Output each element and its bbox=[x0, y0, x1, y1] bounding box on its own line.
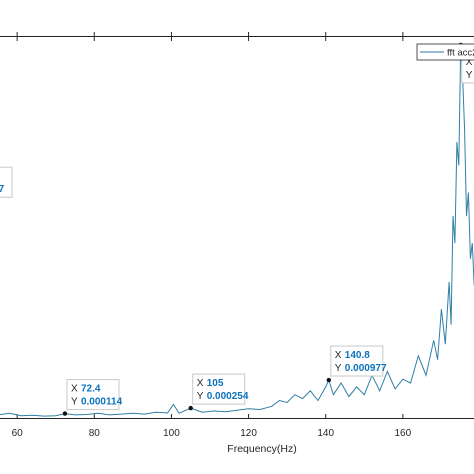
datatip-marker bbox=[188, 405, 193, 411]
x-tick-label: 160 bbox=[395, 428, 412, 439]
datatip-marker bbox=[326, 377, 331, 383]
x-tick-label: 100 bbox=[163, 428, 180, 439]
datatip-box bbox=[66, 379, 120, 411]
datatip-y-key: Y bbox=[466, 70, 473, 81]
datatip-box bbox=[461, 52, 474, 84]
x-ticks: 60 80 100 120 140 160 bbox=[12, 32, 412, 439]
datatip-y-value: 3127 bbox=[0, 184, 5, 195]
datatip-box bbox=[0, 166, 13, 198]
series-line-fft-acc2 bbox=[0, 44, 474, 417]
x-tick-label: 120 bbox=[240, 428, 257, 439]
legend-label: fft acc2 bbox=[447, 48, 474, 59]
legend: fft acc2 bbox=[416, 43, 474, 61]
datatip-x-value: 105 bbox=[207, 378, 224, 389]
x-tick-label: 80 bbox=[89, 428, 101, 439]
datatip-y-value: 0.000977 bbox=[345, 363, 387, 374]
datatip-marker bbox=[62, 411, 68, 416]
x-tick-label: 60 bbox=[12, 428, 24, 439]
x-tick-label: 140 bbox=[317, 428, 334, 439]
datatip-x-key: X bbox=[71, 384, 78, 395]
datatip-x-value: 72.4 bbox=[81, 384, 101, 395]
datatip-box bbox=[330, 345, 384, 377]
datatip-x-key: X bbox=[466, 57, 473, 68]
datatip-y-value: 0.000254 bbox=[207, 391, 249, 402]
x-axis-label: Frequency(Hz) bbox=[227, 443, 296, 455]
datatip[interactable]: X 140.8Y 0.000977 bbox=[326, 345, 387, 383]
datatip-x-key: X bbox=[335, 350, 342, 361]
datatip[interactable]: 3127 bbox=[0, 166, 13, 198]
datatip-x-key: X bbox=[197, 378, 204, 389]
datatip-y-key: Y bbox=[71, 397, 78, 408]
legend-box bbox=[416, 43, 474, 61]
datatip-x-value: 140.8 bbox=[345, 350, 370, 361]
datatip-y-key: Y bbox=[335, 363, 342, 374]
datatip-y-value: 0.000114 bbox=[81, 397, 123, 408]
datatip-y-key: Y bbox=[197, 391, 204, 402]
datatip[interactable]: X 72.4Y 0.000114 bbox=[62, 379, 123, 416]
datatip-box bbox=[192, 373, 246, 405]
